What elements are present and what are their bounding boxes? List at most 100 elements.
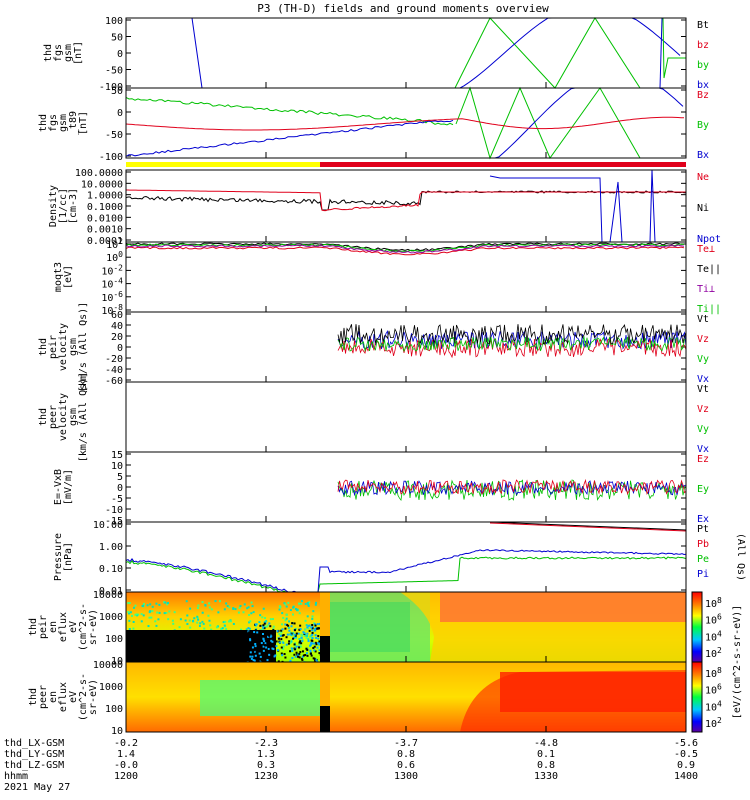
axis-row-label: thd_LZ-GSM bbox=[4, 760, 64, 771]
By-curve bbox=[125, 96, 454, 126]
spectrogram-pixel bbox=[311, 624, 314, 627]
ylabel-line: velocity bbox=[58, 323, 69, 371]
spectrogram-pixel bbox=[276, 649, 279, 652]
spectrogram-pixel bbox=[298, 628, 301, 631]
ytick-label: 60 bbox=[111, 310, 123, 321]
spectrogram-pixel bbox=[278, 637, 281, 640]
ytick-label: 10 bbox=[111, 726, 123, 737]
spectrogram-pixel bbox=[250, 601, 253, 604]
legend-entry: Bz bbox=[697, 90, 709, 101]
spectrogram-pixel bbox=[284, 619, 287, 622]
spectrogram-pixel bbox=[285, 613, 288, 616]
spectrogram-pixel bbox=[209, 624, 212, 627]
ytick-label: 10-2 bbox=[101, 263, 123, 277]
spectrogram-pixel bbox=[273, 655, 276, 658]
spectrogram-pixel bbox=[309, 643, 312, 646]
spectrogram-pixel bbox=[284, 603, 287, 606]
spectrogram-pixel bbox=[316, 623, 319, 626]
legend-entry: Vz bbox=[697, 334, 709, 345]
spectrogram-pixel bbox=[284, 656, 287, 659]
ylabel-line: thd bbox=[38, 114, 49, 132]
ytick-label: 100 bbox=[106, 250, 123, 264]
ylabel-line: eV bbox=[68, 621, 79, 633]
ytick-label: 0.0010 bbox=[87, 225, 123, 236]
spectrogram-pixel bbox=[227, 620, 230, 623]
spectrogram-pixel bbox=[255, 639, 258, 642]
legend-entry: Bt bbox=[697, 20, 709, 31]
spectrogram-pixel bbox=[256, 631, 259, 634]
spectrogram-pixel bbox=[290, 625, 293, 628]
spectrogram-pixel bbox=[210, 608, 213, 611]
spectrogram-pixel bbox=[301, 650, 304, 653]
spectrogram-pixel bbox=[261, 616, 264, 619]
spectrogram-pixel bbox=[308, 601, 311, 604]
spectrogram-pixel bbox=[281, 623, 284, 626]
spectrogram-pixel bbox=[304, 619, 307, 622]
axis-row-value: 1330 bbox=[534, 771, 558, 782]
spectrogram-pixel bbox=[301, 655, 304, 658]
spectrogram-pixel bbox=[292, 606, 295, 609]
spectrogram-pixel bbox=[265, 646, 268, 649]
spectrogram-pixel bbox=[279, 641, 282, 644]
legend-entry: bz bbox=[697, 40, 709, 51]
ytick-label: 50 bbox=[111, 33, 123, 44]
spectrogram-pixel bbox=[266, 624, 269, 627]
spectrogram-pixel bbox=[135, 613, 138, 616]
ytick-label: 0 bbox=[117, 108, 123, 119]
spectrogram-pixel bbox=[295, 645, 298, 648]
spectrogram-pixel bbox=[148, 616, 151, 619]
ylabel-line: [km/s (All Qs)] bbox=[78, 372, 89, 462]
spectrogram-pixel bbox=[254, 654, 257, 657]
axis-row-label: hhmm bbox=[4, 771, 28, 782]
legend-entry: Ti|| bbox=[697, 304, 721, 315]
spectrogram-pixel bbox=[291, 649, 294, 652]
spectrogram-pixel bbox=[210, 628, 213, 631]
spectrogram-pixel bbox=[293, 629, 296, 632]
spectrogram-pixel bbox=[306, 654, 309, 657]
colorbar-tick: 102 bbox=[705, 716, 722, 730]
spectrogram-pixel bbox=[147, 625, 150, 628]
ytick-label: 50 bbox=[111, 86, 123, 97]
spectrogram-pixel bbox=[317, 641, 320, 644]
spectrogram-pixel bbox=[246, 643, 249, 646]
spectrogram-pixel bbox=[248, 645, 251, 648]
spectrogram-pixel bbox=[262, 645, 265, 648]
spectrogram-pixel bbox=[313, 623, 316, 626]
ylabel-line: fgs bbox=[48, 114, 59, 132]
axis-row-value: -4.8 bbox=[534, 738, 558, 749]
spectrogram-pixel bbox=[281, 654, 284, 657]
spectrogram-pixel bbox=[268, 622, 271, 625]
Ez-curve bbox=[337, 478, 687, 496]
spectrogram-pixel bbox=[270, 632, 273, 635]
spectrogram-pixel bbox=[300, 602, 303, 605]
spectrogram-pixel bbox=[301, 634, 304, 637]
spectrogram-pixel bbox=[128, 602, 131, 605]
spectrogram-pixel bbox=[128, 619, 131, 622]
spectrogram-pixel bbox=[239, 605, 242, 608]
spectrogram-pixel bbox=[163, 601, 166, 604]
spectrogram-pixel bbox=[306, 632, 309, 635]
spectrogram-pixel bbox=[294, 642, 297, 645]
spectrogram-pixel bbox=[294, 655, 297, 658]
colorbar bbox=[691, 591, 703, 663]
spectrogram-pixel bbox=[151, 605, 154, 608]
spectrogram-pixel bbox=[259, 655, 262, 658]
spectrogram-pixel bbox=[262, 607, 265, 610]
axis-row-value: -0.0 bbox=[114, 760, 138, 771]
spectrogram-pixel bbox=[297, 653, 300, 656]
spectrogram-pixel bbox=[280, 629, 283, 632]
spectrogram-gap bbox=[320, 662, 330, 732]
ytick-label: 10-8 bbox=[101, 303, 123, 317]
spectrogram-pixel bbox=[309, 644, 312, 647]
ylabel-line: Pressure bbox=[53, 533, 64, 581]
spectrogram-pixel bbox=[249, 620, 252, 623]
spectrogram-pixel bbox=[254, 624, 257, 627]
ylabel-line: [eV] bbox=[63, 265, 74, 289]
spectrogram-pixel bbox=[275, 645, 278, 648]
spectrogram-band bbox=[460, 670, 686, 732]
spectrogram-pixel bbox=[297, 632, 300, 635]
spectrogram-pixel bbox=[259, 614, 262, 617]
ytick-label: -40 bbox=[105, 365, 123, 376]
spectrogram-pixel bbox=[278, 605, 281, 608]
